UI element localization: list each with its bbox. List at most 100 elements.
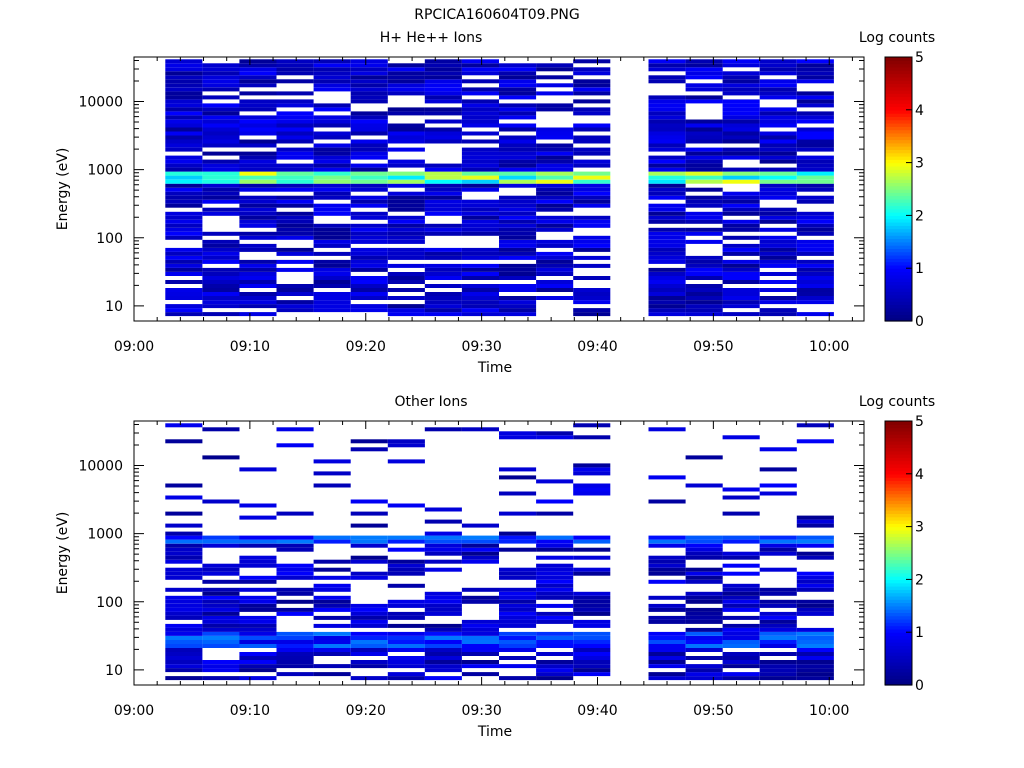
heatmap-cell <box>796 644 834 648</box>
heatmap-cell <box>165 203 203 208</box>
heatmap-cell <box>648 595 686 600</box>
heatmap-cell <box>796 660 834 664</box>
heatmap-cell <box>239 615 277 620</box>
heatmap-cell <box>239 660 277 664</box>
heatmap-cell <box>461 543 499 548</box>
heatmap-cell <box>685 131 723 136</box>
heatmap-cell <box>759 619 797 624</box>
heatmap-cell <box>536 543 574 548</box>
heatmap-cell <box>313 163 351 168</box>
colorbar-segment <box>885 169 912 174</box>
heatmap-cell <box>350 259 388 264</box>
heatmap-cell <box>239 304 277 309</box>
heatmap-cell <box>573 467 611 472</box>
heatmap-cell <box>722 660 760 664</box>
colorbar-segment <box>885 539 912 544</box>
heatmap-cell <box>313 615 351 620</box>
heatmap-cell <box>350 127 388 132</box>
heatmap-cell <box>648 251 686 256</box>
heatmap-cell <box>313 211 351 216</box>
heatmap-cell <box>499 304 537 309</box>
colorbar-frame <box>884 56 913 322</box>
heatmap-cell <box>573 296 611 300</box>
colorbar-segment <box>885 671 912 676</box>
heatmap-cell <box>350 163 388 168</box>
colorbar-segment <box>885 66 912 71</box>
heatmap-cell <box>424 676 462 681</box>
heatmap-cell <box>648 656 686 660</box>
heatmap-cell <box>387 163 425 168</box>
colorbar-segment <box>885 195 912 200</box>
heatmap-cell <box>573 547 611 552</box>
heatmap-cell <box>536 296 574 300</box>
heatmap-cell <box>648 660 686 664</box>
heatmap-cell <box>313 239 351 244</box>
heatmap-cell <box>165 263 203 268</box>
heatmap-cell <box>239 103 277 108</box>
heatmap-cell <box>759 155 797 160</box>
heatmap-cell <box>202 255 240 260</box>
colorbar-segment <box>885 536 912 541</box>
heatmap-cell <box>424 67 462 72</box>
heatmap-cell <box>536 135 574 140</box>
heatmap-cell <box>759 83 797 88</box>
heatmap-cell <box>165 648 203 652</box>
heatmap-cell <box>165 423 203 428</box>
heatmap-cell <box>461 99 499 104</box>
heatmap-cell <box>648 183 686 188</box>
heatmap-cell <box>722 91 760 96</box>
heatmap-cell <box>202 499 240 504</box>
colorbar-segment <box>885 652 912 656</box>
heatmap-cell <box>573 199 611 204</box>
heatmap-cell <box>536 668 574 673</box>
heatmap-cell <box>239 627 277 632</box>
heatmap-cell <box>387 179 425 184</box>
colorbar-label: Log counts <box>859 30 935 46</box>
heatmap-cell <box>648 539 686 544</box>
heatmap-cell <box>313 191 351 196</box>
heatmap-cell <box>759 71 797 76</box>
heatmap-cell <box>759 95 797 100</box>
heatmap-cell <box>536 207 574 212</box>
heatmap-cell <box>536 67 574 72</box>
heatmap-cell <box>239 75 277 80</box>
heatmap-cell <box>573 111 611 116</box>
heatmap-cell <box>759 312 797 317</box>
heatmap-cell <box>499 103 537 108</box>
colorbar-segment <box>885 149 912 154</box>
heatmap-cell <box>796 131 834 136</box>
heatmap-cell <box>722 103 760 108</box>
colorbar-segment <box>885 301 912 306</box>
heatmap-cell <box>165 668 203 673</box>
x-axis: 09:00 09:10 09:20 09:30 09:40 09:50 10:00 <box>114 57 853 355</box>
heatmap-cell <box>461 523 499 528</box>
heatmap-cell <box>573 611 611 616</box>
heatmap-cell <box>796 99 834 104</box>
heatmap-cell <box>424 131 462 136</box>
heatmap-cell <box>387 75 425 80</box>
heatmap-cell <box>276 199 314 204</box>
heatmap-cell <box>499 467 537 472</box>
y-tick-label: 10000 <box>78 459 123 475</box>
heatmap-cell <box>165 312 203 317</box>
heatmap-cell <box>796 247 834 252</box>
heatmap-cell <box>276 163 314 168</box>
heatmap-cell <box>276 79 314 84</box>
colorbar-tick-label: 1 <box>915 261 924 277</box>
heatmap-cell <box>461 175 499 180</box>
heatmap-cell <box>796 296 834 300</box>
x-tick-label: 09:40 <box>577 703 617 719</box>
heatmap-cell <box>165 267 203 272</box>
heatmap-cell <box>536 131 574 136</box>
heatmap-cell <box>387 656 425 660</box>
heatmap-cell <box>499 231 537 236</box>
heatmap-cell <box>424 79 462 84</box>
heatmap-cell <box>202 135 240 140</box>
heatmap-cell <box>387 296 425 300</box>
colorbar-segment <box>885 156 912 160</box>
heatmap-cell <box>536 83 574 88</box>
heatmap-cell <box>499 288 537 292</box>
heatmap-cell <box>685 579 723 584</box>
